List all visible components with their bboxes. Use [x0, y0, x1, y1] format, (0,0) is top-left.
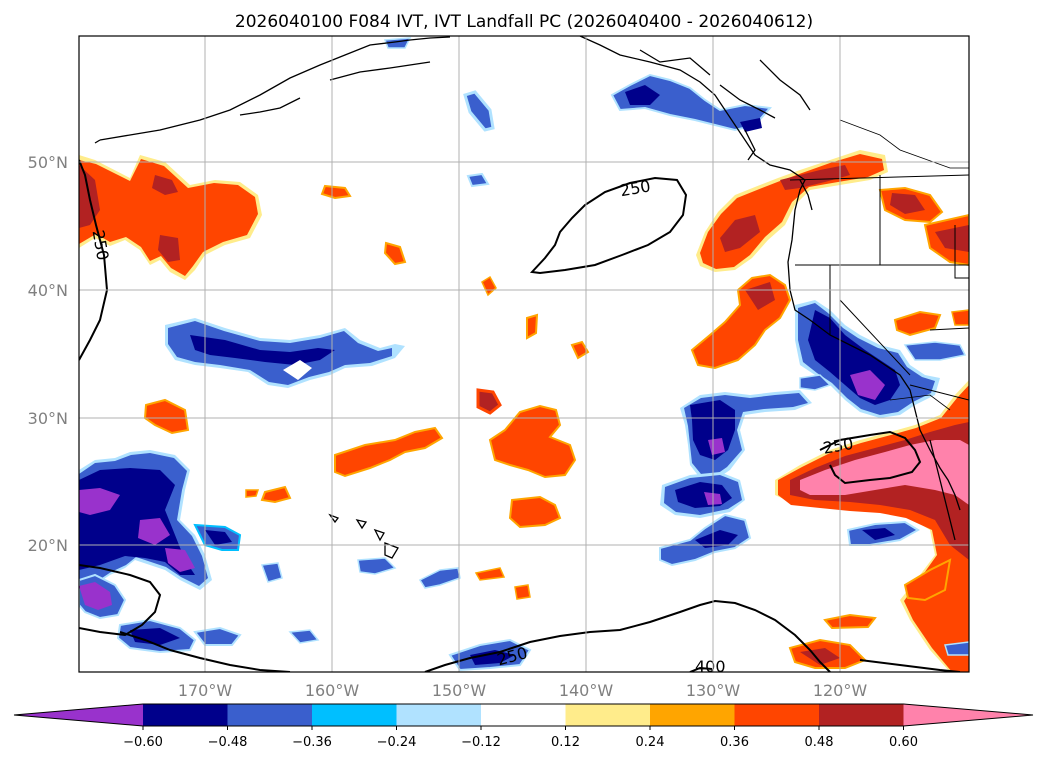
colorbar-segment — [819, 704, 904, 726]
colorbar-segment — [396, 704, 482, 726]
map-frame — [78, 35, 970, 673]
colorbar-segment — [650, 704, 735, 726]
colorbar-segment — [481, 704, 566, 726]
colorbar-tick-label: −0.48 — [208, 735, 248, 750]
colorbar-segment — [143, 704, 228, 726]
colorbar-tick-label: 0.36 — [720, 735, 749, 750]
lat-label-30n: 30°N — [28, 409, 68, 428]
colorbar-segment — [734, 704, 820, 726]
colorbar-tick-label: −0.24 — [377, 735, 417, 750]
lon-label-140w: 140°W — [559, 681, 614, 700]
colorbar-segment — [565, 704, 651, 726]
lat-label-20n: 20°N — [28, 536, 68, 555]
colorbar-segment — [312, 704, 397, 726]
map-title: 2026040100 F084 IVT, IVT Landfall PC (20… — [235, 12, 813, 32]
colorbar-extend-min — [14, 704, 143, 726]
colorbar: −0.60 −0.48 −0.36 −0.24 −0.12 0.12 0.24 0.36 0.4… — [13, 703, 1034, 750]
lat-label-50n: 50°N — [28, 153, 68, 172]
lon-label-170w: 170°W — [178, 681, 233, 700]
ivt-contours — [79, 159, 961, 672]
colorbar-tick-label: 0.48 — [805, 735, 834, 750]
colorbar-tick-label: 0.24 — [636, 735, 665, 750]
colorbar-tick-label: 0.60 — [889, 735, 918, 750]
lon-label-130w: 130°W — [686, 681, 741, 700]
map-area: 250 250 250 250 400 — [79, 36, 969, 676]
lon-label-160w: 160°W — [305, 681, 360, 700]
colorbar-segment — [227, 704, 313, 726]
colorbar-extend-max — [903, 704, 1033, 726]
colorbar-tick-label: −0.36 — [292, 735, 332, 750]
colorbar-tick-label: 0.12 — [551, 735, 580, 750]
lat-label-40n: 40°N — [28, 281, 68, 300]
coastlines — [94, 36, 969, 559]
lon-label-150w: 150°W — [432, 681, 487, 700]
contour-label-400: 400 — [695, 657, 726, 676]
lon-label-120w: 120°W — [813, 681, 868, 700]
colorbar-tick-label: −0.12 — [461, 735, 501, 750]
colorbar-tick-label: −0.60 — [123, 735, 163, 750]
gridlines — [79, 36, 969, 672]
